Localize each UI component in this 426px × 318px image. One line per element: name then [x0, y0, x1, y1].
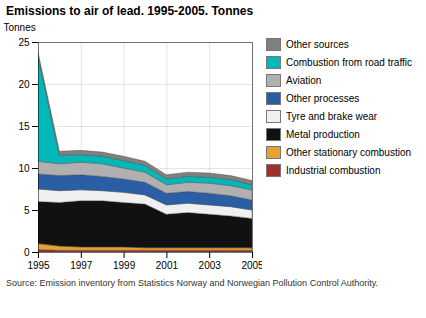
html-text:Source: Emission inventory fro: Source: Emission inventory from Statisti…: [6, 278, 378, 288]
svg-text:1999: 1999: [113, 260, 136, 271]
html-text:Tyre and brake wear: Tyre and brake wear: [286, 111, 378, 122]
svg-text:2001: 2001: [156, 260, 179, 271]
svg-text:15: 15: [18, 121, 30, 132]
svg-text:20: 20: [18, 79, 30, 90]
html-text:Other stationary combustion: Other stationary combustion: [286, 147, 412, 158]
html-text:Aviation: Aviation: [286, 75, 322, 86]
svg-text:5: 5: [24, 205, 30, 216]
html-text:Combustion from road traffic: Combustion from road traffic: [286, 57, 412, 68]
html-text:Other processes: Other processes: [286, 93, 360, 104]
svg-text:25: 25: [18, 37, 30, 48]
svg-text:2005: 2005: [241, 260, 262, 271]
svg-text:2003: 2003: [199, 260, 222, 271]
svg-text:Tonnes: Tonnes: [4, 22, 36, 33]
svg-text:0: 0: [24, 247, 30, 258]
html-text:Industrial combustion: Industrial combustion: [286, 165, 381, 176]
html-text:Emissions to air of lead. 1995: Emissions to air of lead. 1995-2005. Ton…: [6, 4, 254, 18]
html-text:Metal production: Metal production: [286, 129, 360, 140]
svg-text:1995: 1995: [27, 260, 50, 271]
svg-text:1997: 1997: [70, 260, 93, 271]
html-text:Other sources: Other sources: [286, 39, 349, 50]
svg-text:10: 10: [18, 163, 30, 174]
